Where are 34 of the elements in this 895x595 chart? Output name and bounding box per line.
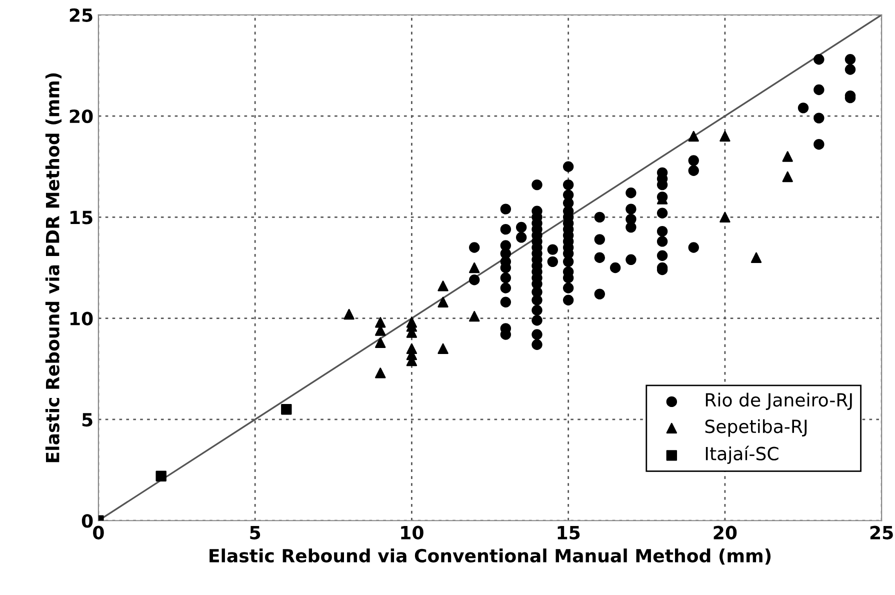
x-tick-label: 0 [93, 526, 104, 540]
point [782, 171, 793, 182]
point [438, 296, 448, 308]
legend-label: Rio de Janeiro-RJ [706, 392, 852, 410]
legend-label: Itajaí-SC [706, 446, 778, 464]
point [720, 212, 730, 223]
point [281, 404, 292, 415]
point [375, 317, 386, 328]
y-tick-label: 15 [70, 210, 92, 224]
y-tick-label: 25 [70, 8, 92, 22]
legend-label: Sepetiba-RJ [705, 419, 807, 437]
point [438, 280, 448, 292]
y-tick-label: 10 [70, 312, 93, 326]
x-tick-label: 20 [714, 526, 737, 540]
point [438, 343, 448, 354]
y-axis-title: Elastic Rebound via PDR Method (mm) [45, 73, 62, 462]
point [344, 308, 354, 320]
x-tick-label: 15 [558, 526, 580, 540]
point [375, 337, 386, 348]
x-tick-label: 25 [870, 526, 893, 540]
point [720, 130, 730, 142]
point [688, 130, 699, 142]
point [782, 151, 793, 162]
point [156, 470, 166, 482]
point [750, 252, 762, 263]
x-axis-title: Elastic Rebound via Conventional Manual Method (mm) [210, 548, 771, 565]
x-tick-label: 5 [250, 526, 260, 540]
point [468, 262, 480, 274]
y-tick-label: 20 [70, 109, 93, 124]
x-tick-label: 10 [401, 526, 424, 540]
point [375, 368, 386, 378]
y-tick-label: 0 [82, 514, 93, 528]
y-tick-label: 5 [82, 413, 92, 427]
point [468, 310, 480, 322]
